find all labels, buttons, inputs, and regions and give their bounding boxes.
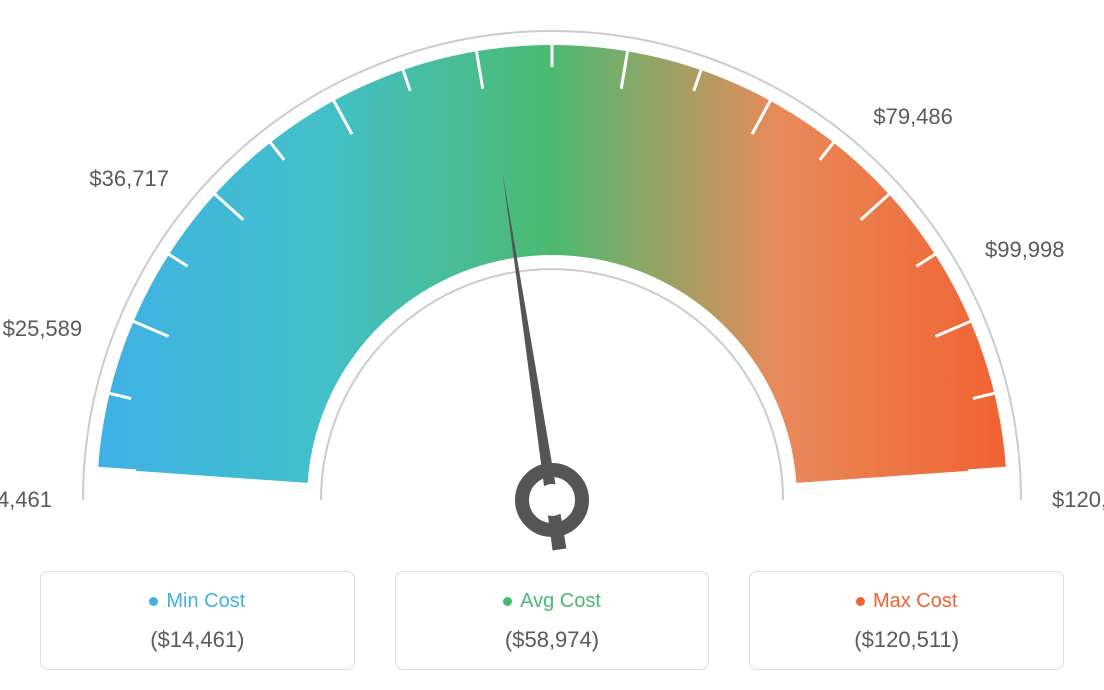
cost-gauge-chart: $14,461$25,589$36,717$58,974$79,486$99,9… (0, 0, 1104, 690)
legend-title-min: Min Cost (51, 590, 344, 613)
gauge-tick-label: $36,717 (89, 166, 169, 192)
dot-icon (503, 597, 512, 606)
gauge-tick-label: $120,511 (1052, 487, 1104, 513)
legend-title-avg: Avg Cost (406, 590, 699, 613)
dot-icon (856, 597, 865, 606)
legend-row: Min Cost ($14,461) Avg Cost ($58,974) Ma… (0, 571, 1104, 670)
gauge-area: $14,461$25,589$36,717$58,974$79,486$99,9… (0, 0, 1104, 555)
gauge-tick-label: $99,998 (985, 237, 1065, 263)
legend-card-max: Max Cost ($120,511) (749, 571, 1064, 670)
legend-title-max: Max Cost (760, 590, 1053, 613)
gauge-tick-label: $14,461 (0, 487, 52, 513)
gauge-tick-label: $79,486 (873, 104, 953, 130)
gauge-tick-label: $25,589 (3, 316, 83, 342)
legend-title-text: Max Cost (873, 590, 957, 613)
legend-value-avg: ($58,974) (406, 627, 699, 653)
legend-card-avg: Avg Cost ($58,974) (395, 571, 710, 670)
legend-title-text: Min Cost (166, 590, 245, 613)
legend-value-min: ($14,461) (51, 627, 344, 653)
dot-icon (149, 597, 158, 606)
legend-title-text: Avg Cost (520, 590, 601, 613)
legend-card-min: Min Cost ($14,461) (40, 571, 355, 670)
gauge-svg (0, 0, 1104, 555)
legend-value-max: ($120,511) (760, 627, 1053, 653)
